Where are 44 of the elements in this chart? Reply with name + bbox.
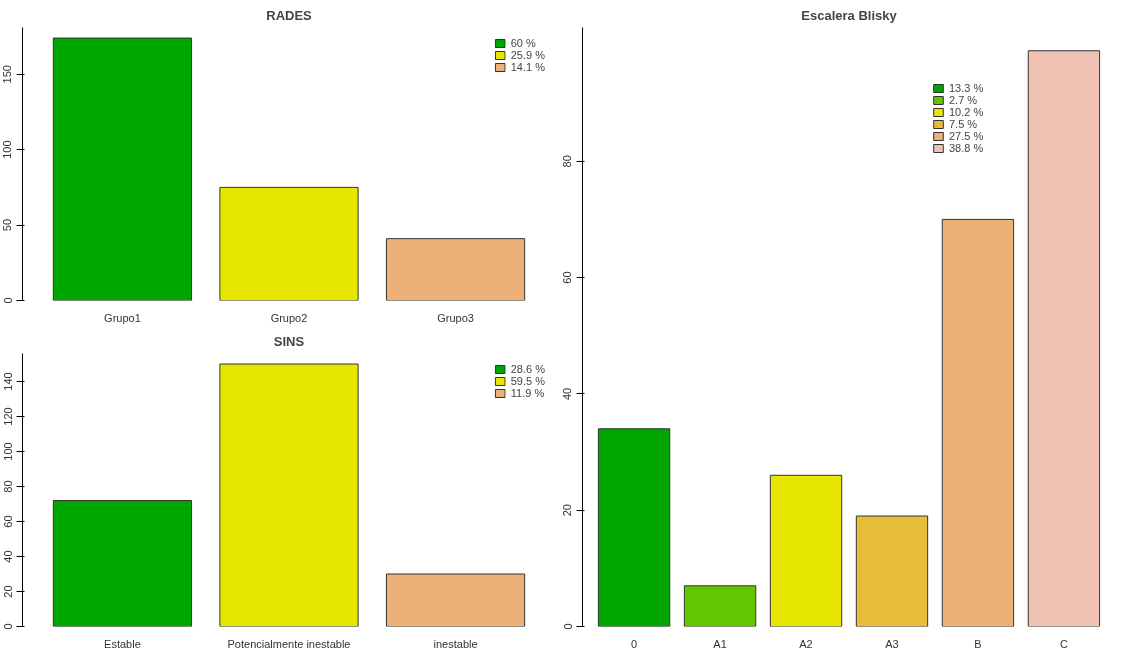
legend-label: 7.5 % [949,118,978,130]
y-tick-label: 80 [1,480,14,493]
y-tick-label: 20 [561,504,574,517]
y-tick-label: 150 [1,65,14,84]
legend-label: 11.9 % [510,387,545,399]
x-tick-label: B [974,637,982,650]
x-tick-label: Estable [104,637,141,650]
x-tick-label: 0 [631,637,638,650]
y-tick-label: 100 [1,140,14,159]
legend-label: 10.2 % [949,106,984,118]
legend-label: 2.7 % [949,94,978,106]
y-tick-label: 80 [561,155,574,168]
y-tick-label: 140 [1,372,14,391]
y-tick-label: 40 [561,387,574,400]
chart-title: SINS [273,333,305,349]
x-tick-label: Grupo1 [104,311,141,324]
y-tick-label: 100 [1,442,14,461]
x-tick-label: C [1059,637,1068,650]
y-tick-label: 0 [561,623,574,630]
legend-label: 38.8 % [949,142,984,154]
y-tick-label: 60 [561,271,574,284]
y-tick-label: 50 [1,218,14,232]
x-tick-label: A2 [799,637,813,650]
legend-label: 60 % [510,37,536,49]
x-tick-label: A1 [713,637,727,650]
chart-title: RADES [266,7,313,23]
legend-label: 25.9 % [510,49,545,61]
y-tick-label: 0 [1,623,14,630]
legend-label: 27.5 % [949,130,984,142]
legend-label: 59.5 % [510,375,545,387]
x-tick-label: Grupo3 [437,311,474,324]
legend-label: 14.1 % [510,61,545,73]
chart-title: Escalera Blisky [801,7,898,23]
y-tick-label: 40 [1,550,14,563]
legend-label: 28.6 % [510,363,545,375]
legend-label: 13.3 % [949,82,984,94]
x-tick-label: Potencialmente inestable [227,637,351,650]
y-tick-label: 20 [1,585,14,598]
y-tick-label: 120 [1,407,14,426]
x-tick-label: inestable [433,637,478,650]
y-tick-label: 0 [1,297,14,304]
x-tick-label: A3 [885,637,899,650]
y-tick-label: 60 [1,515,14,528]
x-tick-label: Grupo2 [270,311,308,324]
